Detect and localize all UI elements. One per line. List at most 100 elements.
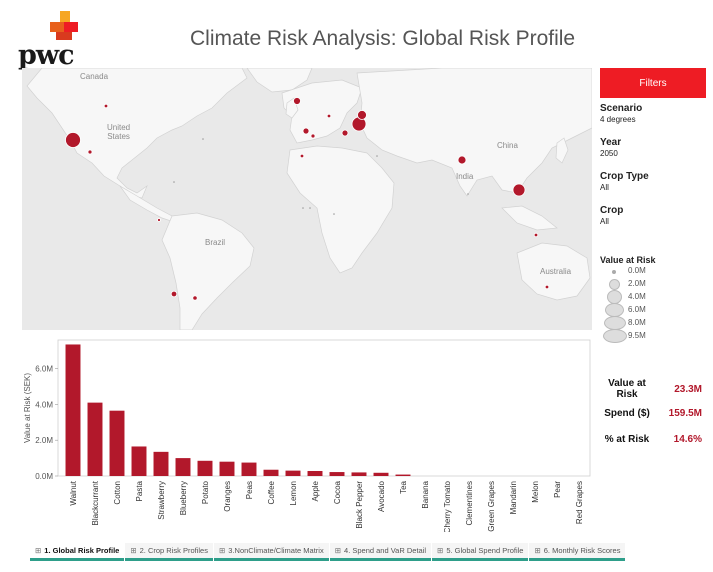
tab-label: 4. Spend and VaR Detail: [344, 546, 427, 555]
map-marker[interactable]: [357, 110, 367, 120]
bar[interactable]: [87, 402, 103, 476]
sheet-icon: ⊞: [437, 546, 444, 555]
map-marker[interactable]: [310, 133, 316, 139]
x-tick-label: Walnut: [69, 480, 78, 505]
summary-value: 23.3M: [674, 384, 702, 395]
y-tick-label: 2.0M: [35, 436, 53, 445]
filter-value[interactable]: All: [600, 217, 609, 226]
map-label-china: China: [497, 141, 518, 150]
map-marker[interactable]: [65, 132, 81, 148]
x-tick-label: Avocado: [377, 480, 386, 512]
bar[interactable]: [131, 446, 147, 476]
tab-crop-risk-profiles[interactable]: ⊞ 2. Crop Risk Profiles: [125, 543, 213, 561]
summary-value: 14.6%: [673, 434, 702, 445]
bar[interactable]: [329, 472, 345, 476]
x-tick-label: Tea: [399, 480, 408, 493]
map-marker[interactable]: [103, 103, 109, 109]
map-marker[interactable]: [326, 113, 332, 119]
bar-chart-svg[interactable]: Value at Risk (SEK) 0.0M 2.0M 4.0M 6.0M Walnu…: [22, 338, 592, 533]
sheet-icon: ⊞: [130, 546, 137, 555]
x-tick-label: Mandarin: [509, 481, 518, 514]
x-tick-label: Pasta: [135, 480, 144, 501]
legend-label: 8.0M: [628, 318, 646, 327]
x-tick-label: Cocoa: [333, 480, 342, 504]
map-marker[interactable]: [302, 127, 310, 135]
x-tick-label: Black Pepper: [355, 481, 364, 529]
legend-label: 2.0M: [628, 279, 646, 288]
map-marker[interactable]: [544, 284, 550, 290]
pwc-logo: pwc: [8, 8, 88, 71]
bar[interactable]: [373, 472, 389, 476]
map-marker[interactable]: [87, 149, 93, 155]
bar[interactable]: [241, 462, 257, 476]
summary-label: % at Risk: [604, 434, 650, 445]
bar[interactable]: [307, 470, 323, 476]
map-marker[interactable]: [533, 232, 539, 238]
tab-nonclimate-climate-matrix[interactable]: ⊞ 3.NonClimate/Climate Matrix: [213, 543, 329, 561]
bar[interactable]: [263, 469, 279, 476]
x-tick-label: Blackcurrant: [91, 480, 100, 525]
map-label-canada: Canada: [80, 72, 109, 81]
filter-crop-type[interactable]: Crop Type All: [600, 171, 649, 192]
summary-label: Spend ($): [604, 408, 650, 419]
bar[interactable]: [197, 460, 213, 476]
tab-global-risk-profile[interactable]: ⊞ 1. Global Risk Profile: [30, 543, 125, 561]
map-marker[interactable]: [293, 97, 301, 105]
bar[interactable]: [351, 472, 367, 476]
filter-value[interactable]: 4 degrees: [600, 115, 636, 124]
bar[interactable]: [285, 470, 301, 476]
summary-label: Value at Risk: [608, 378, 646, 400]
legend-label: 9.5M: [628, 331, 646, 340]
legend-label: 4.0M: [628, 292, 646, 301]
filter-label: Year: [600, 137, 622, 148]
tab-label: 2. Crop Risk Profiles: [139, 546, 208, 555]
world-map[interactable]: Canada United States China India Brazil …: [22, 68, 592, 330]
x-tick-label: Strawberry: [157, 481, 166, 520]
map-marker[interactable]: [512, 183, 526, 197]
x-tick-label: Clementines: [465, 481, 474, 525]
summary-panel: Value at Risk 23.3M Spend ($) 159.5M % a…: [598, 372, 706, 454]
filter-label: Scenario: [600, 103, 643, 114]
bar[interactable]: [153, 451, 169, 476]
y-tick-label: 0.0M: [35, 472, 53, 481]
x-tick-label: Red Grapes: [575, 481, 584, 524]
map-markers[interactable]: [22, 68, 592, 330]
bar[interactable]: [395, 474, 411, 476]
legend-circle: [603, 329, 627, 343]
tab-monthly-risk-scores[interactable]: ⊞ 6. Monthly Risk Scores: [529, 543, 626, 561]
x-tick-label: Banana: [421, 480, 430, 508]
legend-circle: [607, 290, 622, 304]
legend-circle: [604, 316, 626, 330]
sheet-icon: ⊞: [35, 546, 42, 555]
tab-label: 3.NonClimate/Climate Matrix: [228, 546, 324, 555]
tab-spend-and-var-detail[interactable]: ⊞ 4. Spend and VaR Detail: [329, 543, 432, 561]
filter-value[interactable]: All: [600, 183, 609, 192]
summary-spend: Spend ($) 159.5M: [598, 402, 706, 428]
map-label-australia: Australia: [540, 267, 572, 276]
map-marker[interactable]: [341, 129, 349, 137]
bar[interactable]: [219, 461, 235, 476]
legend-label: 6.0M: [628, 305, 646, 314]
map-label-india: India: [456, 172, 474, 181]
x-tick-label: Blueberry: [179, 481, 188, 515]
map-label-united-states: United States: [107, 123, 131, 141]
bar[interactable]: [65, 344, 81, 476]
x-tick-label: Melon: [531, 481, 540, 503]
x-tick-label: Green Grapes: [487, 481, 496, 532]
filter-crop[interactable]: Crop All: [600, 205, 623, 226]
filters-header: Filters: [600, 68, 706, 98]
map-marker[interactable]: [457, 155, 467, 165]
tab-global-spend-profile[interactable]: ⊞ 5. Global Spend Profile: [432, 543, 529, 561]
bar[interactable]: [175, 458, 191, 476]
map-marker[interactable]: [299, 153, 305, 159]
filter-scenario[interactable]: Scenario 4 degrees: [600, 103, 642, 124]
value-at-risk-chart[interactable]: Value at Risk (SEK) 0.0M 2.0M 4.0M 6.0M Walnu…: [22, 338, 592, 533]
map-land: [26, 68, 592, 330]
map-marker[interactable]: [157, 218, 161, 222]
map-marker[interactable]: [170, 290, 178, 298]
map-marker[interactable]: [192, 295, 198, 301]
x-tick-label: Cherry Tomato: [443, 480, 452, 532]
filter-value[interactable]: 2050: [600, 149, 618, 158]
filter-year[interactable]: Year 2050: [600, 137, 621, 158]
bar[interactable]: [109, 410, 125, 476]
